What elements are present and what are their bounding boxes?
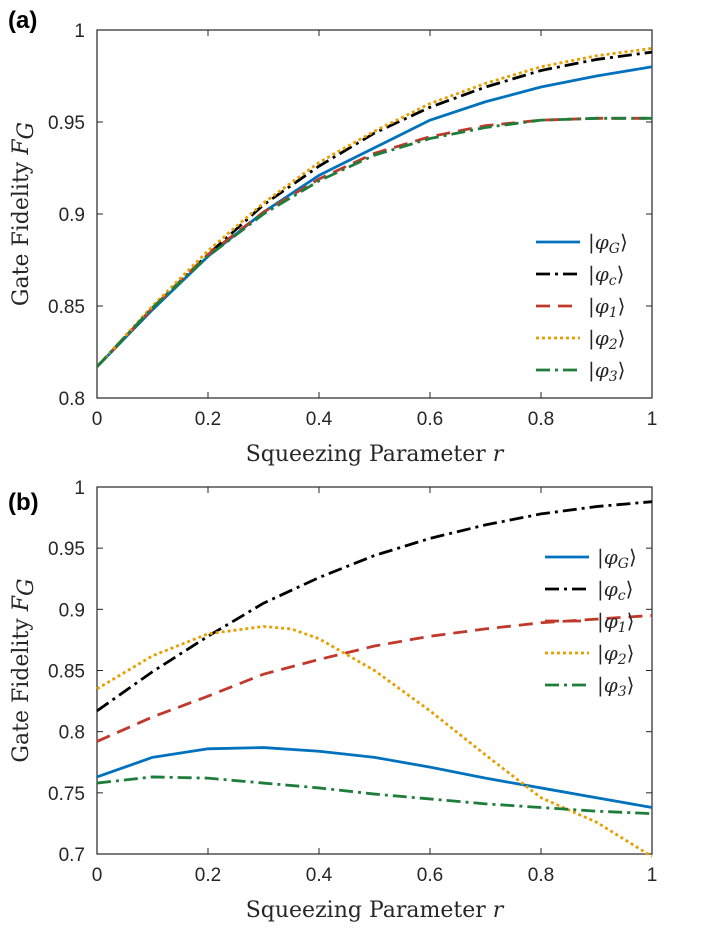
y-tick-label: 1 [74, 21, 85, 42]
y-tick-label: 0.85 [48, 662, 85, 683]
x-tick-label: 0 [92, 865, 103, 886]
series-line-1 [95, 116, 652, 368]
x-axis-label: Squeezing Parameter r [246, 898, 505, 923]
x-tick-label: 0.8 [528, 865, 554, 886]
y-tick-label: 0.8 [59, 723, 85, 744]
series-line-1 [96, 614, 653, 743]
panel-label: (b) [8, 489, 39, 516]
legend-entry-G: |φG⟩ [597, 545, 637, 572]
series-line-G [96, 746, 653, 809]
x-tick-label: 0.4 [306, 865, 333, 886]
x-tick-label: 1 [647, 865, 658, 886]
x-tick-label: 1 [647, 409, 658, 430]
y-tick-label: 0.7 [59, 845, 85, 866]
series-line-c [96, 500, 653, 713]
series-line-3 [95, 116, 652, 368]
legend-entry-c: |φc⟩ [597, 577, 633, 604]
legend: |φG⟩ |φc⟩ |φ1⟩ |φ2⟩ |φ3⟩ [536, 230, 628, 385]
y-tick-label: 0.85 [48, 297, 85, 318]
y-tick-label: 0.8 [59, 389, 85, 410]
panel-label: (a) [8, 7, 37, 34]
series-line-G [95, 65, 653, 368]
legend-entry-c: |φc⟩ [588, 262, 624, 289]
legend-entry-G: |φG⟩ [588, 230, 628, 257]
y-axis-label: Gate Fidelity FG [9, 122, 39, 306]
y-tick-label: 0.75 [48, 784, 85, 805]
y-tick-label: 0.95 [48, 539, 85, 560]
legend-entry-1: |φ1⟩ [597, 609, 634, 636]
x-axis-label: Squeezing Parameter r [246, 442, 505, 467]
legend-entry-3: |φ3⟩ [588, 358, 625, 385]
series-line-3 [96, 775, 653, 816]
series-line-2 [95, 47, 653, 368]
y-tick-label: 0.9 [59, 205, 85, 226]
y-tick-label: 0.9 [59, 600, 85, 621]
panel-a: 0 0.2 0.4 0.6 0.8 1 0.8 0.85 0.9 0.95 1 |φG⟩ |φc⟩ |φ1… [8, 7, 657, 467]
legend-entry-1: |φ1⟩ [588, 294, 625, 321]
legend-entry-3: |φ3⟩ [597, 673, 634, 700]
x-tick-label: 0 [92, 409, 103, 430]
x-tick-label: 0.2 [195, 409, 221, 430]
legend-entry-2: |φ2⟩ [597, 641, 634, 668]
series-line-2 [96, 625, 653, 858]
series-line-c [95, 50, 653, 368]
x-tick-label: 0.2 [195, 865, 221, 886]
panel-b: 0 0.2 0.4 0.6 0.8 1 0.7 0.75 0.8 0.85 0.9 0.95 1 |φG⟩… [8, 478, 657, 923]
legend: |φG⟩ |φc⟩ |φ1⟩ |φ2⟩ |φ3⟩ [545, 545, 637, 700]
y-tick-label: 1 [74, 478, 85, 499]
plot-area [96, 29, 653, 399]
x-tick-label: 0.6 [417, 865, 443, 886]
legend-entry-2: |φ2⟩ [588, 326, 625, 353]
x-tick-label: 0.6 [417, 409, 443, 430]
y-tick-label: 0.95 [48, 113, 85, 134]
x-tick-label: 0.8 [528, 409, 554, 430]
y-axis-label: Gate Fidelity FG [9, 578, 39, 762]
x-tick-label: 0.4 [306, 409, 333, 430]
